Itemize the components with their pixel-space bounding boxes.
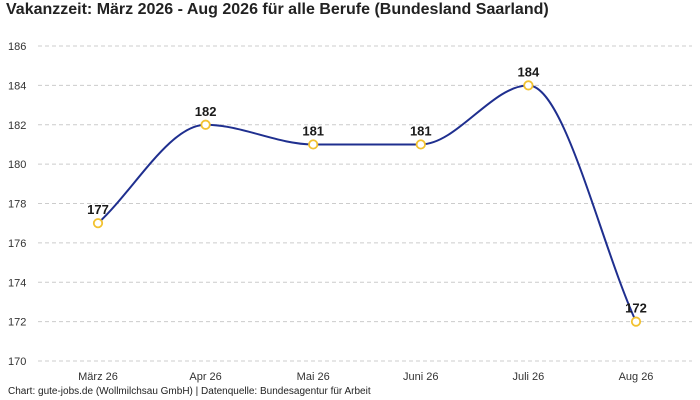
data-label: 181	[302, 123, 324, 138]
y-tick-label: 186	[8, 41, 26, 53]
x-axis-ticks: März 26 Apr 26 Mai 26 Juni 26 Juli 26 Aug 26	[78, 371, 653, 383]
chart-title: Vakanzzeit: März 2026 - Aug 2026 für all…	[6, 1, 549, 18]
y-tick-label: 182	[8, 120, 26, 132]
y-tick-label: 184	[8, 80, 26, 92]
y-tick-label: 176	[8, 238, 26, 250]
x-tick-label: Aug 26	[619, 371, 654, 383]
data-label: 182	[195, 104, 217, 119]
data-label: 177	[87, 202, 109, 217]
data-points	[92, 80, 642, 327]
series-line-group	[97, 84, 637, 323]
y-axis-ticks: 170 172 174 176 178 180 182 184 186	[8, 41, 26, 368]
data-labels: 177 182 181 181 184 172	[87, 64, 647, 315]
x-tick-label: Apr 26	[189, 371, 221, 383]
x-tick-label: Mai 26	[297, 371, 330, 383]
data-point	[92, 218, 104, 229]
series-line	[97, 84, 637, 323]
data-label: 172	[625, 301, 647, 316]
data-label: 181	[410, 123, 432, 138]
grid-lines	[38, 45, 692, 362]
y-tick-label: 170	[8, 356, 26, 368]
y-tick-label: 172	[8, 317, 26, 329]
data-label: 184	[518, 64, 540, 79]
y-tick-label: 174	[8, 277, 26, 289]
data-point	[523, 80, 534, 91]
chart-footer: Chart: gute-jobs.de (Wollmilchsau GmbH) …	[8, 386, 371, 397]
data-point	[630, 316, 642, 327]
data-point	[200, 119, 211, 130]
x-tick-label: März 26	[78, 371, 118, 383]
y-tick-label: 180	[8, 159, 26, 171]
data-point	[415, 139, 426, 150]
x-tick-label: Juni 26	[403, 371, 438, 383]
y-tick-label: 178	[8, 199, 26, 211]
x-tick-label: Juli 26	[513, 371, 545, 383]
data-point	[308, 139, 319, 150]
